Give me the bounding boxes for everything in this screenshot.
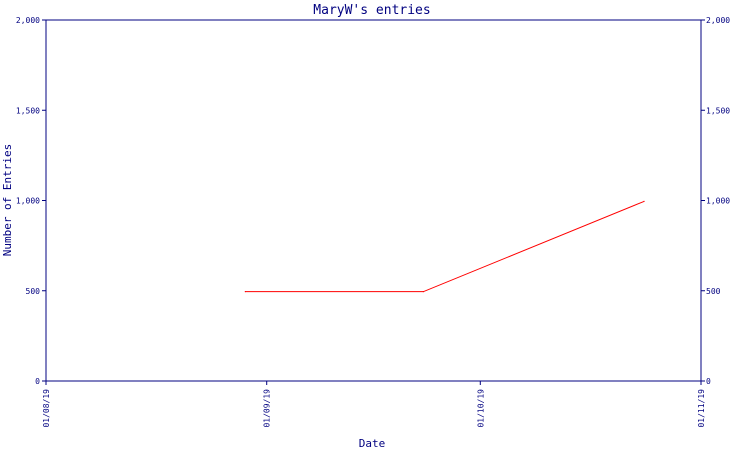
y-tick-label-left: 1,500 <box>16 106 40 115</box>
series-line <box>245 200 645 293</box>
y-tick-label-right: 500 <box>706 287 721 296</box>
y-tick-label-left: 0 <box>35 377 40 386</box>
x-tick-label: 01/10/19 <box>476 389 485 428</box>
y-tick-label-left: 500 <box>26 287 41 296</box>
y-tick-label-left: 1,000 <box>16 197 40 206</box>
left-y-axis: 0 500 1,000 1,500 2,000 <box>16 16 46 386</box>
x-axis: 01/08/19 01/09/19 01/10/19 01/11/19 <box>42 381 706 428</box>
data-point <box>643 200 645 203</box>
plot-area-frame <box>45 19 702 382</box>
y-tick-label-right: 1,500 <box>706 106 730 115</box>
x-tick-label: 01/11/19 <box>697 389 706 428</box>
y-tick-label-left: 2,000 <box>16 16 40 25</box>
y-tick-label-right: 0 <box>706 377 711 386</box>
data-point <box>422 291 424 293</box>
chart-title: MaryW's entries <box>313 3 430 18</box>
x-tick-label: 01/09/19 <box>263 389 272 428</box>
right-y-axis: 0 500 1,000 1,500 2,000 <box>701 16 730 386</box>
series-layer <box>244 200 645 293</box>
y-tick-label-right: 1,000 <box>706 197 730 206</box>
y-tick-label-right: 2,000 <box>706 16 730 25</box>
x-tick-label: 01/08/19 <box>42 389 51 428</box>
data-point <box>244 291 246 293</box>
y-axis-label: Number of Entries <box>1 144 14 257</box>
x-axis-label: Date <box>359 437 386 450</box>
